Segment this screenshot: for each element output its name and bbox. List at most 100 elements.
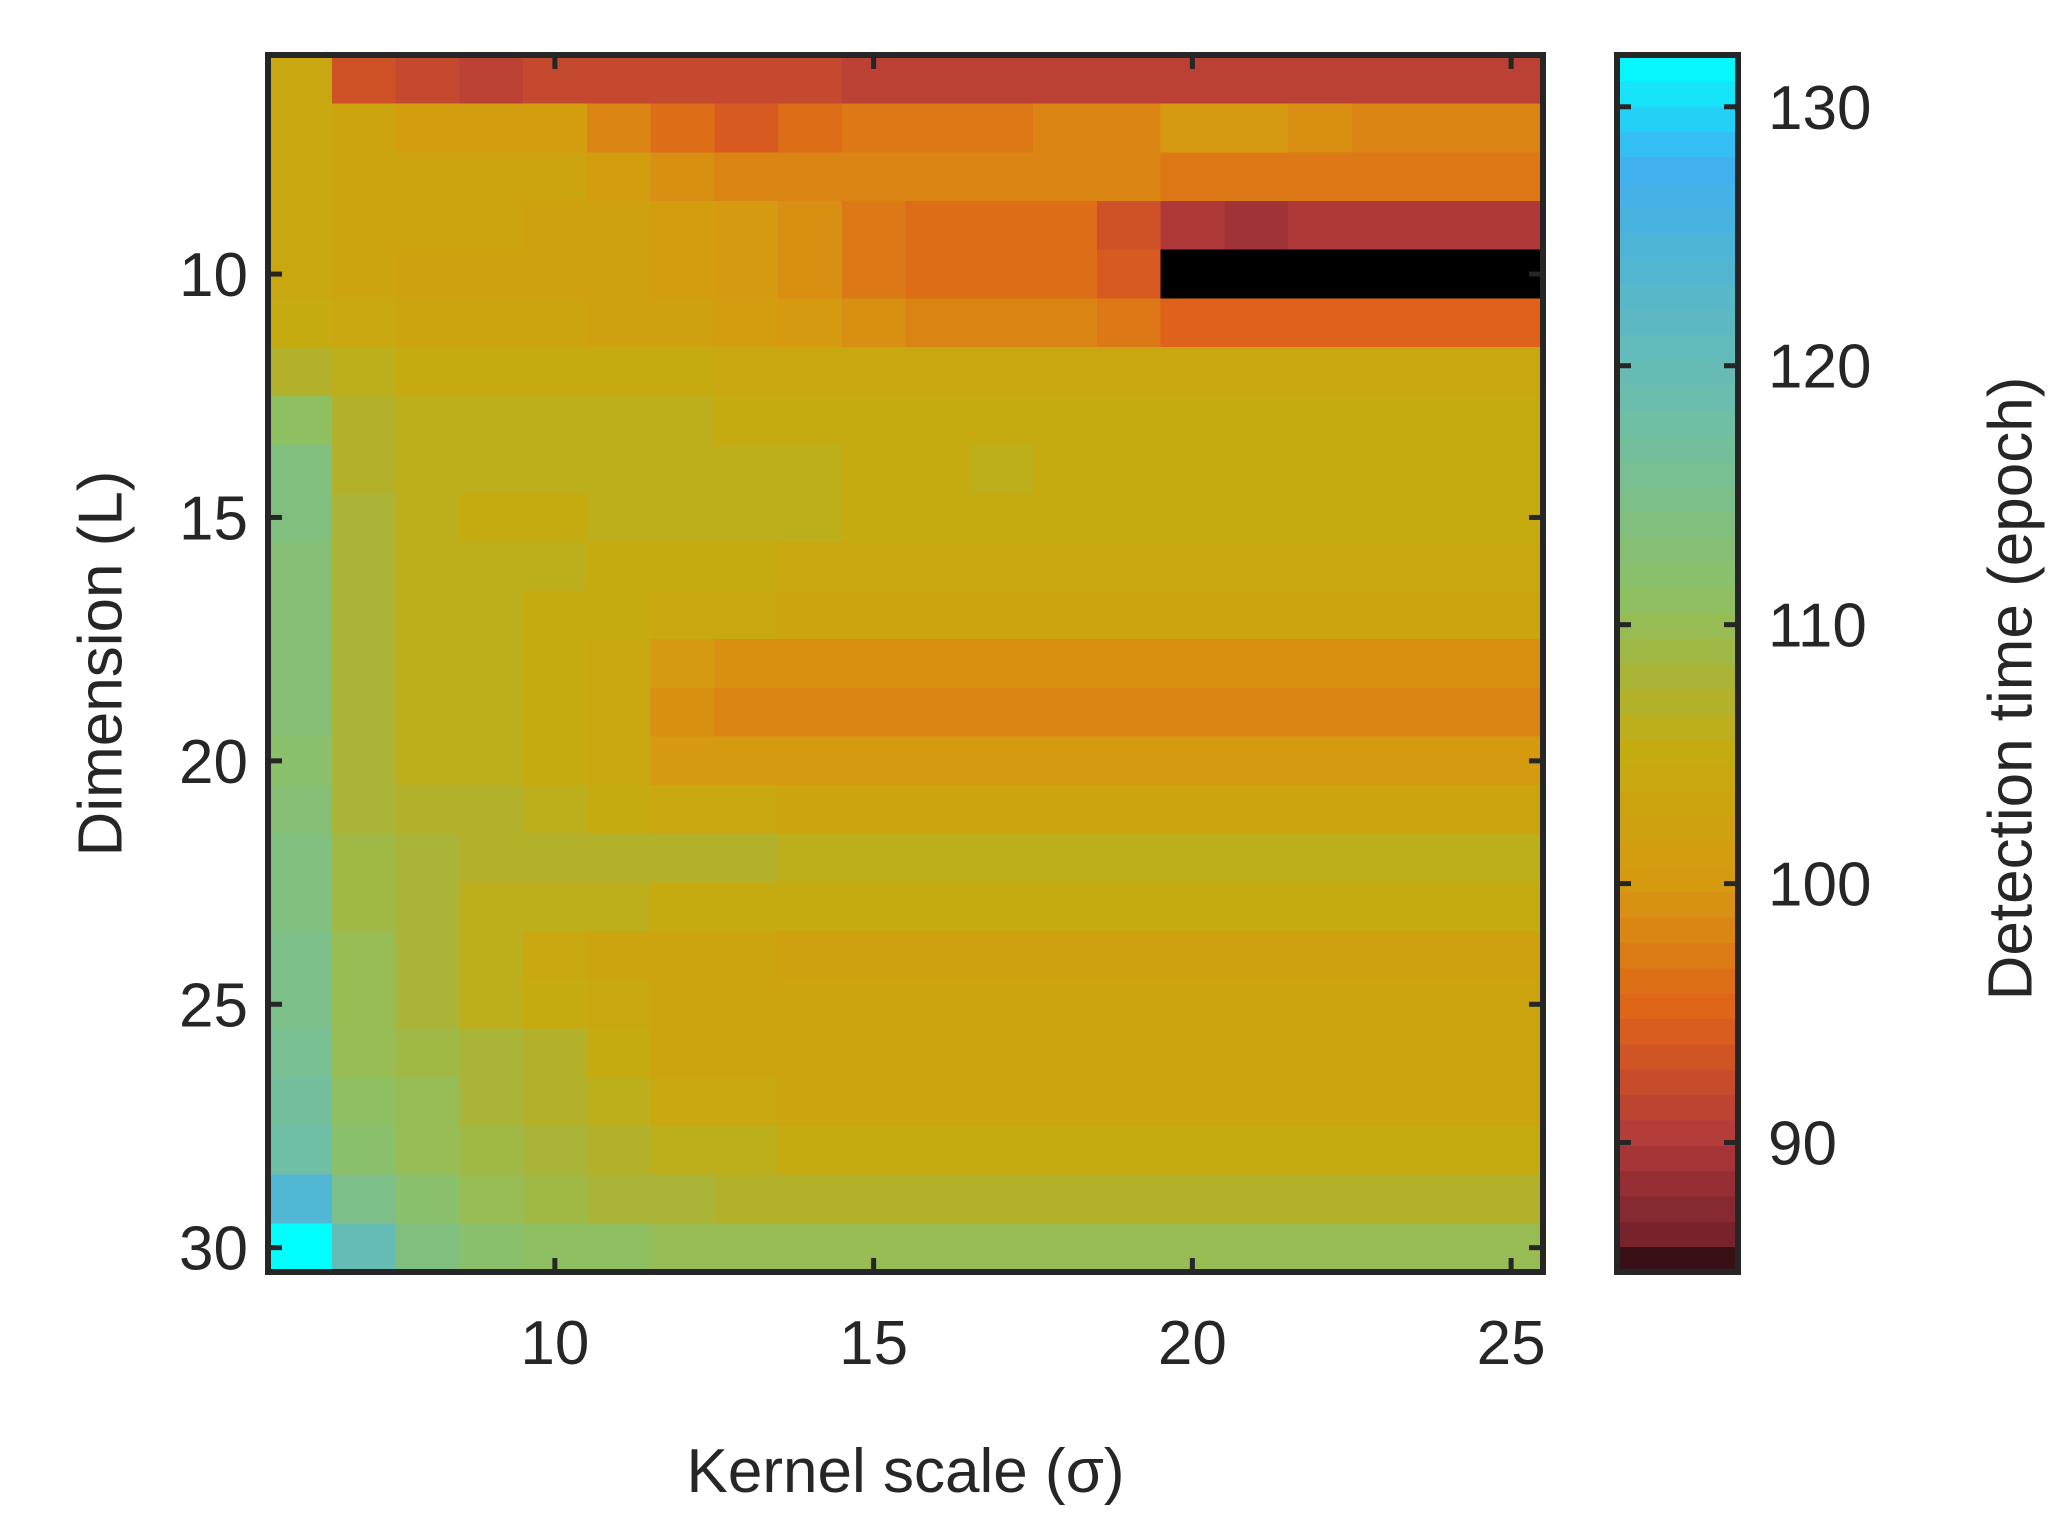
heatmap-cell: [714, 152, 779, 202]
colorbar-segment: [1617, 409, 1738, 436]
heatmap-cell: [1033, 1174, 1098, 1224]
heatmap-cell: [1288, 298, 1353, 348]
heatmap-cell: [714, 493, 779, 543]
heatmap-cell: [459, 1223, 524, 1273]
heatmap-cell: [1033, 347, 1098, 397]
heatmap-cell: [905, 687, 970, 738]
heatmap-cell: [905, 493, 970, 543]
heatmap-cell: [905, 736, 970, 786]
heatmap-cell: [331, 687, 397, 738]
heatmap-cell: [459, 639, 524, 689]
heatmap-cell: [268, 882, 333, 932]
heatmap-cell: [905, 1077, 970, 1127]
heatmap-cell: [1033, 541, 1098, 592]
heatmap-cell: [1351, 493, 1417, 543]
heatmap-cell: [1160, 1028, 1225, 1078]
heatmap-cell: [523, 103, 588, 153]
heatmap-cell: [1224, 979, 1289, 1030]
heatmap-cell: [1224, 152, 1289, 202]
heatmap-cell: [268, 1028, 333, 1078]
heatmap-cell: [268, 541, 333, 592]
heatmap-cell: [523, 395, 588, 446]
heatmap-cell: [1096, 298, 1162, 348]
heatmap-cell: [586, 1125, 652, 1176]
heatmap-cell: [331, 639, 397, 689]
heatmap-cell: [331, 103, 397, 153]
heatmap-cell: [650, 1028, 715, 1078]
heatmap-cell: [1288, 736, 1353, 786]
heatmap-cell: [1415, 55, 1480, 105]
heatmap-cell: [331, 785, 397, 835]
heatmap-cell: [459, 103, 524, 153]
heatmap-cell: [1033, 882, 1098, 932]
heatmap-cell: [523, 347, 588, 397]
heatmap-cell: [969, 541, 1034, 592]
heatmap-cell: [1096, 444, 1162, 494]
heatmap-cell: [778, 1028, 843, 1078]
heatmap-cell: [395, 444, 460, 494]
heatmap-cell: [1096, 833, 1162, 884]
heatmap-cell: [969, 444, 1034, 494]
heatmap-cell: [905, 395, 970, 446]
heatmap-cell: [1224, 931, 1289, 981]
heatmap-cell: [841, 103, 907, 153]
heatmap-cell: [1415, 395, 1480, 446]
heatmap-cell: [1479, 1077, 1544, 1127]
heatmap-cell: [395, 979, 460, 1030]
heatmap-cell: [1224, 1028, 1289, 1078]
heatmap-cell: [586, 639, 652, 689]
heatmap-cell: [1288, 152, 1353, 202]
colorbar-segment: [1617, 638, 1738, 665]
heatmap-cell: [459, 687, 524, 738]
heatmap-cell: [905, 979, 970, 1030]
colorbar-segment: [1617, 1170, 1738, 1197]
heatmap-cells: [268, 55, 1544, 1273]
heatmap-cell: [1096, 882, 1162, 932]
heatmap-cell: [1351, 1125, 1417, 1176]
heatmap-cell: [1351, 249, 1417, 299]
heatmap-cell: [331, 931, 397, 981]
x-axis-ticks: 10 15 20 25: [520, 55, 1546, 1378]
heatmap-cell: [905, 347, 970, 397]
heatmap-cell: [1096, 395, 1162, 446]
heatmap-cell: [523, 1174, 588, 1224]
heatmap-cell: [778, 249, 843, 299]
heatmap-cell: [1224, 687, 1289, 738]
heatmap-cell: [586, 1174, 652, 1224]
colorbar-segment: [1617, 1043, 1738, 1070]
heatmap-cell: [1096, 347, 1162, 397]
heatmap-cell: [1479, 882, 1544, 932]
heatmap-cell: [331, 736, 397, 786]
y-tick-label: 20: [179, 728, 248, 797]
colorbar-segment: [1617, 384, 1738, 411]
heatmap-cell: [1096, 931, 1162, 981]
heatmap-cell: [268, 833, 333, 884]
heatmap-cell: [1415, 833, 1480, 884]
heatmap-cell: [1479, 395, 1544, 446]
heatmap-cell: [650, 1223, 715, 1273]
heatmap-cell: [778, 103, 843, 153]
heatmap-cell: [1033, 103, 1098, 153]
heatmap-cell: [331, 1028, 397, 1078]
heatmap-cell: [395, 1223, 460, 1273]
heatmap-cell: [1415, 347, 1480, 397]
heatmap-cell: [905, 1174, 970, 1224]
heatmap-cell: [778, 1077, 843, 1127]
heatmap-cell: [586, 55, 652, 105]
heatmap-cell: [1096, 541, 1162, 592]
heatmap-cell: [905, 833, 970, 884]
heatmap-cell: [395, 347, 460, 397]
heatmap-cell: [459, 347, 524, 397]
heatmap-cell: [969, 1028, 1034, 1078]
heatmap-cell: [1288, 882, 1353, 932]
heatmap-cell: [331, 201, 397, 251]
heatmap-cell: [714, 249, 779, 299]
heatmap-cell: [1479, 103, 1544, 153]
y-tick-label: 30: [179, 1215, 248, 1284]
heatmap-cell: [1351, 590, 1417, 640]
heatmap-cell: [459, 1125, 524, 1176]
heatmap-cell: [459, 493, 524, 543]
heatmap-cell: [1288, 979, 1353, 1030]
heatmap-cell: [714, 298, 779, 348]
colorbar-segment: [1617, 131, 1738, 158]
